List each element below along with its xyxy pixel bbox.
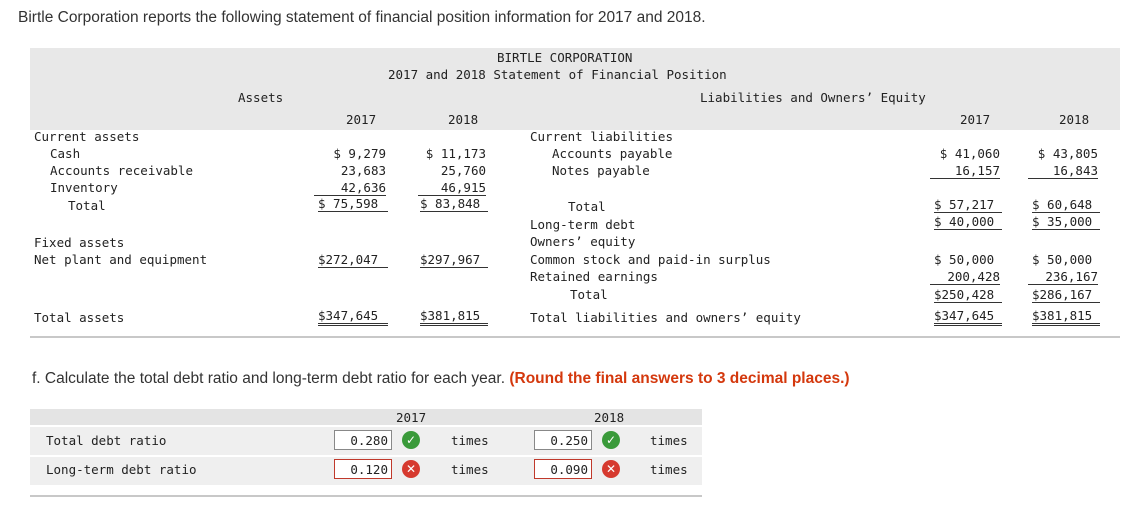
lt-debt-ratio-2018-input[interactable]: 0.090 [534, 459, 592, 479]
question-prompt: f. Calculate the total debt ratio and lo… [32, 370, 510, 387]
ppe-2018: $297,967 [420, 252, 488, 268]
retained-earnings-label: Retained earnings [530, 269, 658, 284]
np-2017: 16,157 [930, 163, 1000, 179]
total-assets-label: Total assets [34, 310, 125, 325]
total-debt-ratio-2017-input[interactable]: 0.280 [334, 430, 392, 450]
ratio-year-2017: 2017 [396, 410, 427, 425]
current-liabilities-label: Current liabilities [530, 129, 673, 144]
assets-year-2018: 2018 [448, 112, 479, 127]
common-stock-label: Common stock and paid-in surplus [530, 252, 771, 267]
oe-total-label: Total [570, 287, 608, 302]
oe-total-2017: $250,428 [934, 287, 1002, 303]
unit-label: times [451, 433, 489, 448]
common-stock-2018: $ 50,000 [1032, 252, 1093, 267]
inventory-2017: 42,636 [314, 180, 386, 196]
lt-debt-ratio-label: Long-term debt ratio [46, 462, 197, 477]
current-assets-label: Current assets [34, 129, 140, 144]
ap-2018: $ 43,805 [1037, 146, 1098, 161]
ca-total-2018: $ 83,848 [420, 196, 488, 212]
unit-label: times [451, 462, 489, 477]
question-text: f. Calculate the total debt ratio and lo… [32, 370, 850, 388]
ar-2017: 23,683 [340, 163, 386, 178]
rounding-note: (Round the final answers to 3 decimal pl… [509, 370, 850, 387]
tl-oe-label: Total liabilities and owners’ equity [530, 310, 801, 325]
np-2018: 16,843 [1028, 163, 1098, 179]
ratio-answer-table: 2017 2018 Total debt ratio 0.280 ✓ times… [30, 409, 702, 497]
check-icon: ✓ [602, 431, 620, 449]
total-debt-ratio-label: Total debt ratio [46, 433, 167, 448]
ca-total-label: Total [68, 198, 106, 213]
inventory-2018: 46,915 [418, 180, 486, 196]
check-icon: ✓ [402, 431, 420, 449]
fixed-assets-label: Fixed assets [34, 235, 125, 250]
liab-year-2018: 2018 [1059, 112, 1090, 127]
ppe-2017: $272,047 [318, 252, 388, 268]
ar-label: Accounts receivable [50, 163, 193, 178]
liab-year-2017: 2017 [960, 112, 991, 127]
common-stock-2017: $ 50,000 [934, 252, 995, 267]
total-assets-2017: $347,645 [318, 308, 388, 326]
balance-sheet-table: BIRTLE CORPORATION 2017 and 2018 Stateme… [30, 48, 1120, 336]
company-name: BIRTLE CORPORATION [497, 50, 633, 65]
np-label: Notes payable [552, 163, 650, 178]
ratio-table-divider [30, 495, 702, 497]
tl-oe-2017: $347,645 [934, 308, 1002, 326]
cash-2017: $ 9,279 [333, 146, 386, 161]
ltd-2017: $ 40,000 [934, 214, 1002, 230]
inventory-label: Inventory [50, 180, 118, 195]
ap-label: Accounts payable [552, 146, 673, 161]
liabilities-header: Liabilities and Owners’ Equity [700, 90, 926, 105]
cl-total-label: Total [568, 199, 606, 214]
cl-total-2017: $ 57,217 [934, 197, 1002, 213]
owners-equity-label: Owners’ equity [530, 234, 636, 249]
cash-label: Cash [50, 146, 81, 161]
ltd-2018: $ 35,000 [1032, 214, 1100, 230]
balance-sheet-header [30, 48, 1120, 130]
ar-2018: 25,760 [440, 163, 486, 178]
intro-text: Birtle Corporation reports the following… [18, 9, 706, 26]
oe-total-2018: $286,167 [1032, 287, 1100, 303]
unit-label: times [650, 433, 688, 448]
balance-sheet-divider [30, 336, 1120, 338]
cash-2018: $ 11,173 [425, 146, 486, 161]
retained-earnings-2018: 236,167 [1028, 269, 1098, 285]
lt-debt-ratio-2017-input[interactable]: 0.120 [334, 459, 392, 479]
ca-total-2017: $ 75,598 [318, 196, 388, 212]
ratio-header-row [30, 409, 702, 425]
ratio-year-2018: 2018 [594, 410, 625, 425]
retained-earnings-2017: 200,428 [930, 269, 1000, 285]
ppe-label: Net plant and equipment [34, 252, 208, 267]
cl-total-2018: $ 60,648 [1032, 197, 1100, 213]
ap-2017: $ 41,060 [939, 146, 1000, 161]
total-debt-ratio-2018-input[interactable]: 0.250 [534, 430, 592, 450]
tl-oe-2018: $381,815 [1032, 308, 1100, 326]
total-assets-2018: $381,815 [420, 308, 488, 326]
cross-icon: ✕ [602, 460, 620, 478]
assets-header: Assets [238, 90, 284, 105]
ltd-label: Long-term debt [530, 217, 636, 232]
assets-year-2017: 2017 [346, 112, 377, 127]
cross-icon: ✕ [402, 460, 420, 478]
statement-title: 2017 and 2018 Statement of Financial Pos… [388, 67, 727, 82]
unit-label: times [650, 462, 688, 477]
